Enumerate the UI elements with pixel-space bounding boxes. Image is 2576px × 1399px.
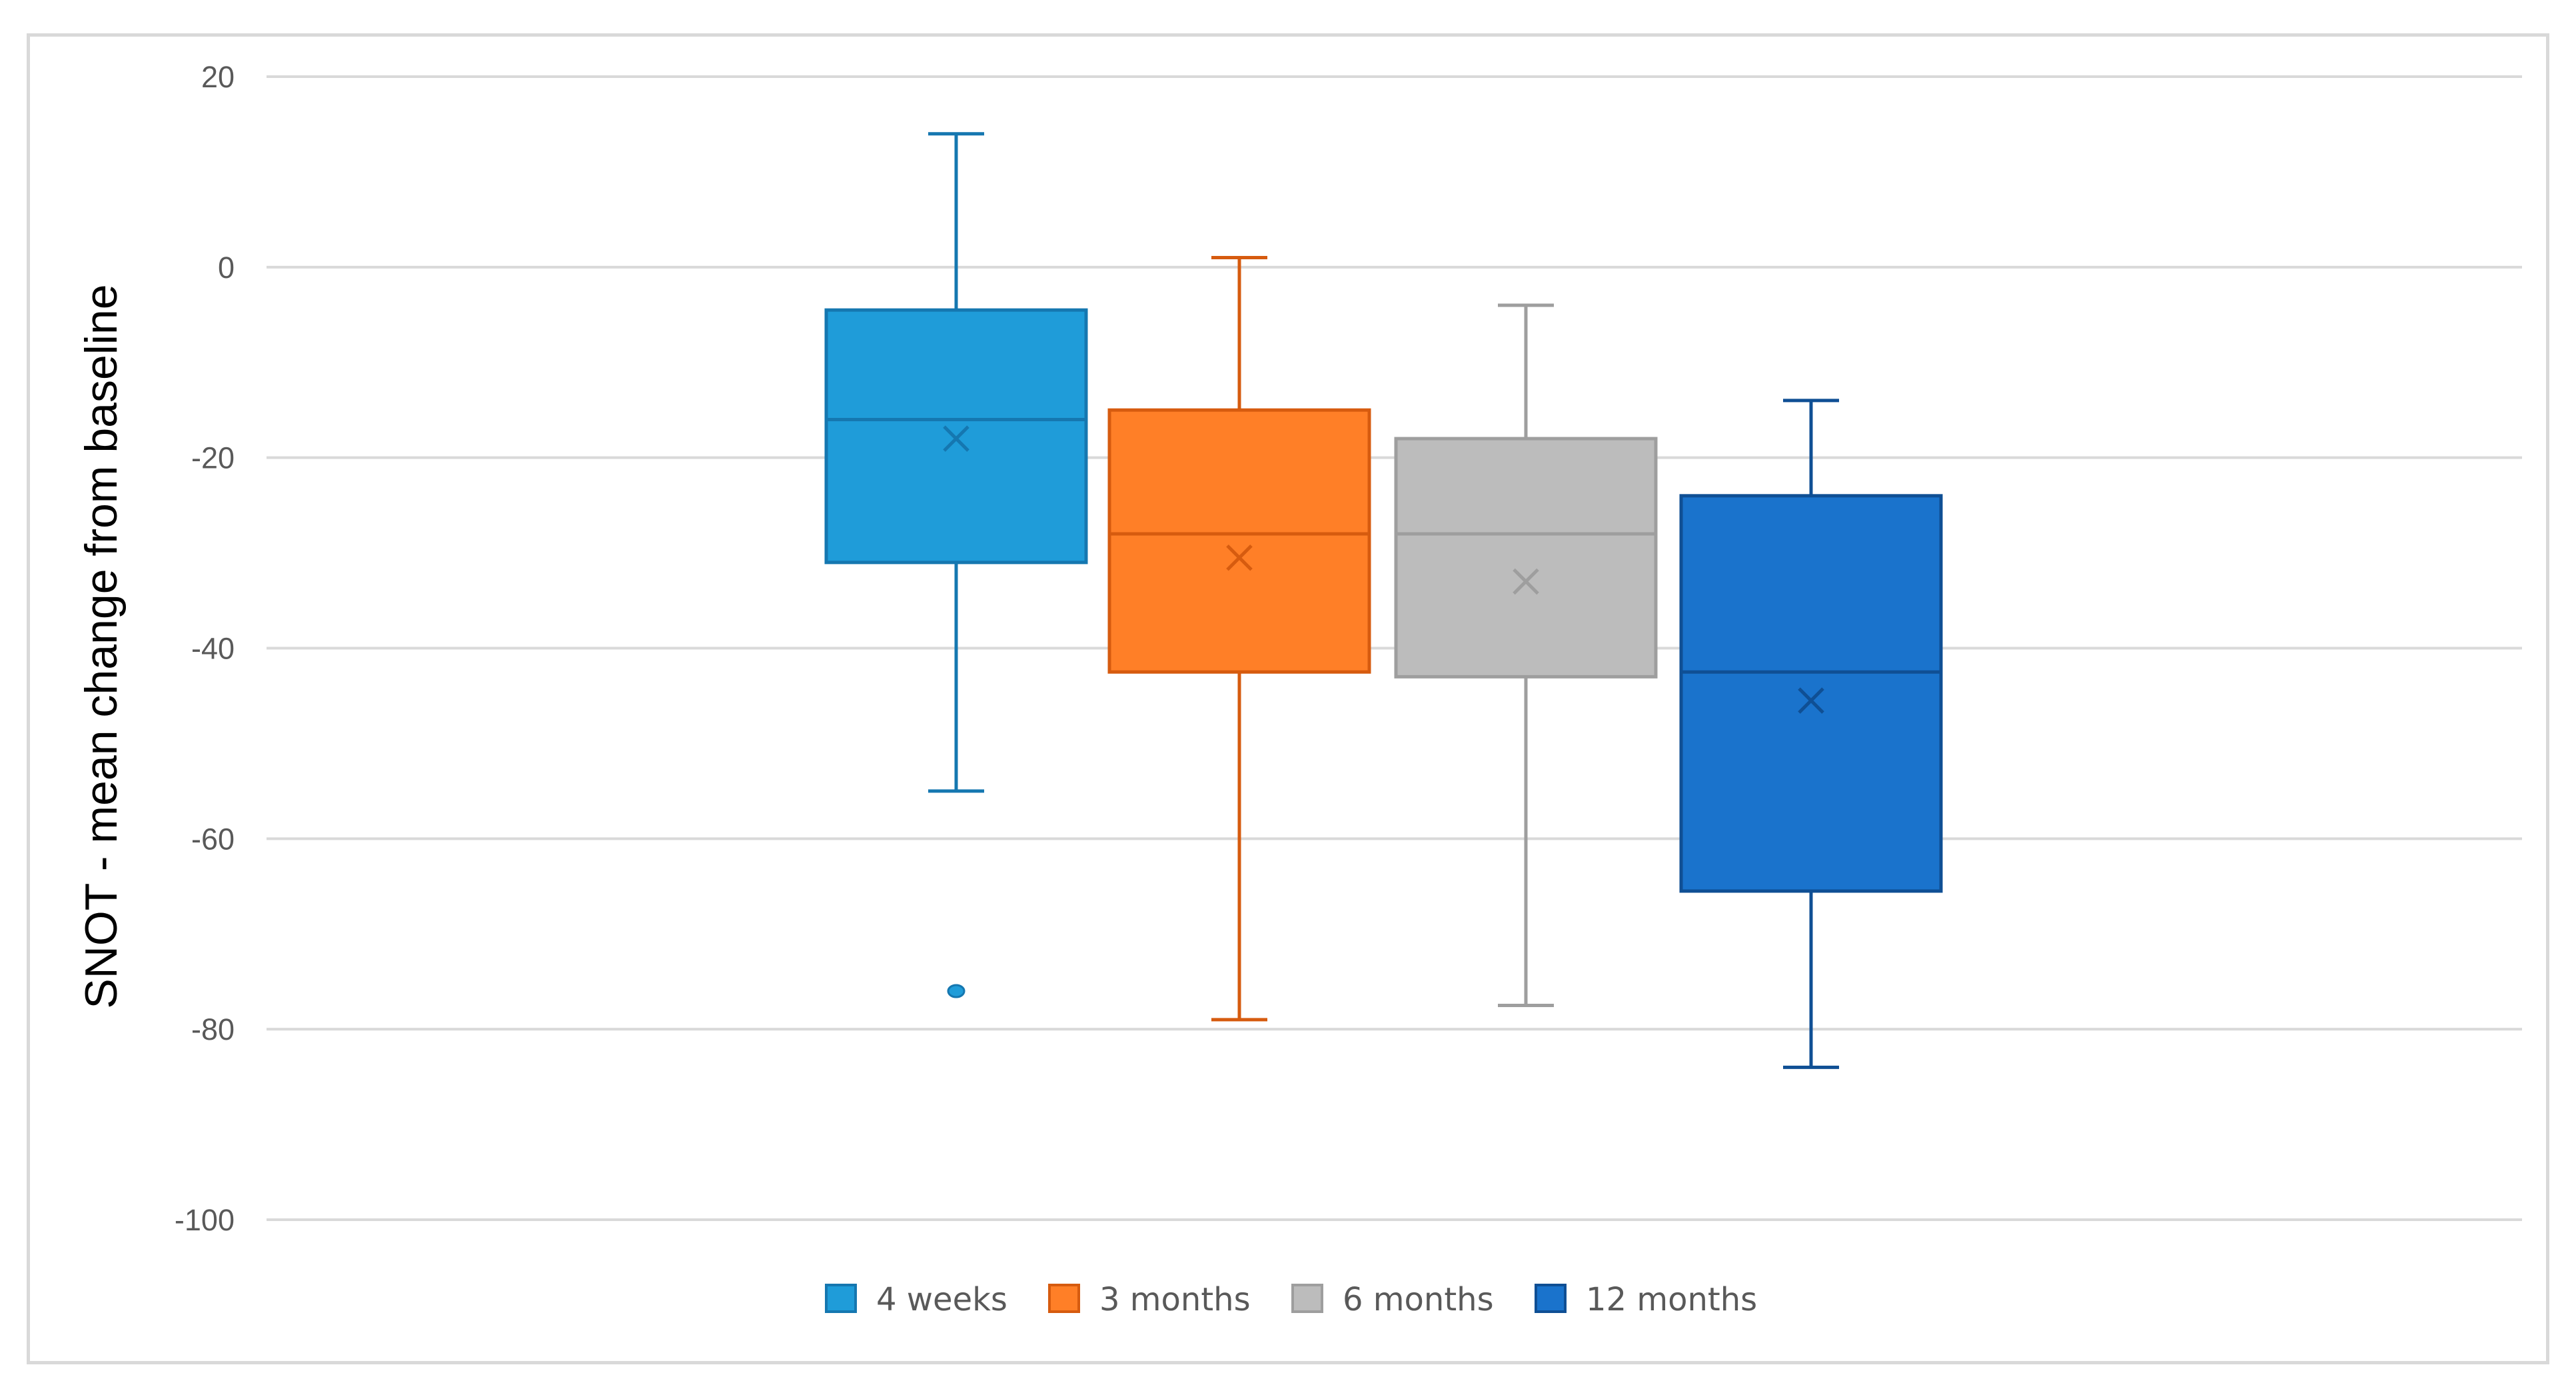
legend-item-3: 12 months (1535, 1281, 1757, 1318)
box-body (1679, 494, 1943, 893)
y-tick-label: -60 (191, 822, 235, 856)
mean-marker (943, 425, 969, 452)
box-1 (1107, 256, 1371, 1022)
y-tick-label: 0 (218, 251, 235, 285)
y-tick-label: -40 (191, 632, 235, 666)
y-axis-ticks: 20 0 -20 -40 -60 -80 -100 (175, 60, 235, 1237)
legend-label: 3 months (1099, 1281, 1251, 1318)
legend-swatch (825, 1284, 857, 1313)
chart-frame (27, 33, 2549, 1364)
box-2 (1394, 303, 1658, 1007)
legend-swatch (1535, 1284, 1567, 1313)
legend-item-0: 4 weeks (825, 1281, 1007, 1318)
box-body (1394, 437, 1658, 679)
legend-label: 6 months (1343, 1281, 1494, 1318)
box-body (1107, 408, 1371, 674)
mean-marker (1513, 568, 1539, 595)
mean-marker (1226, 544, 1253, 571)
box-3 (1679, 399, 1943, 1069)
y-tick-label: -100 (175, 1203, 235, 1237)
legend-swatch (1048, 1284, 1080, 1313)
y-tick-label: -20 (191, 441, 235, 475)
legend-label: 12 months (1586, 1281, 1757, 1318)
box-body (824, 308, 1088, 565)
y-axis-title: SNOT - mean change from baseline (76, 284, 127, 1008)
boxes (824, 132, 1943, 1069)
legend-swatch (1291, 1284, 1323, 1313)
box-0 (824, 132, 1088, 998)
gridlines (267, 75, 2522, 1221)
legend: 4 weeks 3 months 6 months 12 months (825, 1281, 1757, 1318)
legend-item-2: 6 months (1291, 1281, 1494, 1318)
mean-marker (1798, 687, 1824, 714)
y-tick-label: -80 (191, 1012, 235, 1046)
outlier-point (947, 984, 966, 998)
y-tick-label: 20 (201, 60, 235, 94)
legend-item-1: 3 months (1048, 1281, 1251, 1318)
legend-label: 4 weeks (876, 1281, 1007, 1318)
